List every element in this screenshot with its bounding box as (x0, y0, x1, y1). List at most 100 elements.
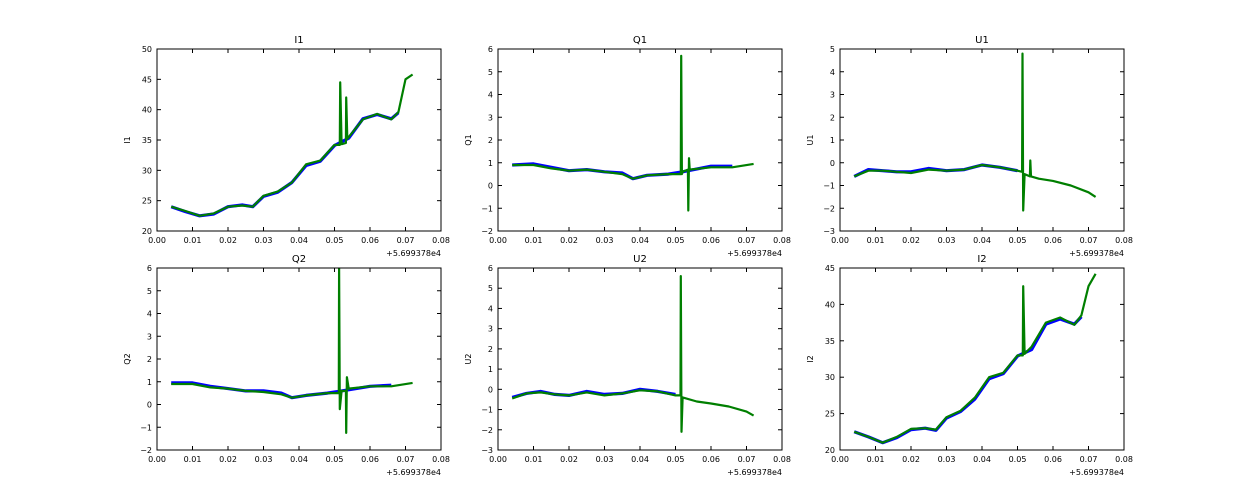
y-tick-label: 30 (142, 166, 152, 175)
x-tick-label: 0.08 (1115, 236, 1133, 245)
chart-panel-u1: 0.00 0.01 0.02 0.03 0.04 0.05 0.06 0.07 0.08 −3 −2… (806, 35, 1133, 258)
x-tick-label: 0.02 (560, 455, 578, 464)
chart-title: U2 (633, 254, 647, 265)
chart-title: Q2 (292, 254, 306, 265)
x-tick-label: 0.03 (255, 455, 273, 464)
y-axis-label: I2 (806, 355, 815, 362)
x-tick-label: 0.06 (1044, 236, 1062, 245)
x-tick-label: 0.08 (773, 455, 791, 464)
y-tick-label: −2 (140, 446, 152, 455)
x-tick-label: 0.02 (219, 236, 237, 245)
chart-panel-q1: 0.00 0.01 0.02 0.03 0.04 0.05 0.06 0.07 0.08 −2 −1… (464, 35, 791, 258)
x-tick-label: 0.03 (938, 236, 956, 245)
y-tick-label: 30 (825, 373, 835, 382)
x-tick-label: 0.02 (902, 455, 920, 464)
chart-title: I1 (294, 35, 303, 46)
x-tick-label: 0.04 (973, 455, 991, 464)
y-tick-label: 4 (147, 310, 152, 319)
x-tick-label: 0.04 (290, 236, 308, 245)
plot-area (157, 268, 441, 450)
y-tick-label: 4 (830, 68, 835, 77)
plot-area (840, 49, 1124, 231)
y-tick-label: 5 (488, 284, 493, 293)
y-tick-label: −2 (823, 204, 835, 213)
x-tick-label: 0.05 (326, 236, 344, 245)
x-tick-label: 0.01 (184, 455, 202, 464)
x-tick-label: 0.00 (831, 455, 849, 464)
y-tick-label: −1 (140, 423, 152, 432)
series-line-green (170, 73, 414, 217)
y-tick-label: 1 (488, 365, 493, 374)
x-tick-label: 0.06 (1044, 455, 1062, 464)
series-line-green (511, 275, 755, 433)
y-tick-label: 6 (147, 264, 152, 273)
x-tick-label: 0.07 (1080, 455, 1098, 464)
x-tick-label: 0.06 (702, 236, 720, 245)
chart-panel-u2: 0.00 0.01 0.02 0.03 0.04 0.05 0.06 0.07 0.08 −3 −2… (464, 254, 791, 477)
x-tick-label: 0.07 (738, 455, 756, 464)
x-tick-label: 0.05 (667, 236, 685, 245)
y-tick-label: 5 (147, 287, 152, 296)
y-tick-label: 20 (825, 446, 835, 455)
y-tick-label: −2 (481, 227, 493, 236)
x-tick-label: 0.05 (1009, 455, 1027, 464)
y-tick-label: 1 (488, 159, 493, 168)
series-line-green (171, 268, 413, 434)
x-tick-label: 0.08 (432, 455, 450, 464)
x-tick-label: 0.08 (432, 236, 450, 245)
x-tick-label: 0.06 (702, 455, 720, 464)
x-tick-label: 0.01 (525, 455, 543, 464)
x-tick-label: 0.03 (596, 455, 614, 464)
plot-area (498, 268, 782, 450)
x-offset-label: +5.699378e4 (727, 468, 782, 477)
y-tick-label: −2 (481, 426, 493, 435)
y-tick-label: 4 (488, 304, 493, 313)
y-tick-label: 3 (147, 332, 152, 341)
x-tick-label: 0.01 (525, 236, 543, 245)
series-line-green (512, 54, 754, 212)
y-tick-label: −3 (481, 446, 493, 455)
y-tick-label: 2 (488, 136, 493, 145)
y-tick-label: 5 (830, 45, 835, 54)
x-tick-label: 0.05 (1009, 236, 1027, 245)
chart-title: I2 (977, 254, 986, 265)
x-tick-label: 0.08 (1115, 455, 1133, 464)
y-tick-label: −1 (823, 182, 835, 191)
y-tick-label: 25 (825, 410, 835, 419)
x-tick-label: 0.00 (489, 455, 507, 464)
x-tick-label: 0.00 (148, 236, 166, 245)
x-tick-label: 0.03 (596, 236, 614, 245)
x-tick-label: 0.03 (938, 455, 956, 464)
x-tick-label: 0.04 (290, 455, 308, 464)
x-tick-label: 0.00 (489, 236, 507, 245)
y-tick-label: 35 (825, 337, 835, 346)
y-tick-label: 4 (488, 91, 493, 100)
chart-panel-i2: 0.00 0.01 0.02 0.03 0.04 0.05 0.06 0.07 0.08 20 25… (806, 254, 1133, 477)
y-tick-label: 3 (488, 113, 493, 122)
y-axis-label: U2 (464, 354, 473, 365)
x-tick-label: 0.04 (631, 455, 649, 464)
y-tick-label: 0 (488, 182, 493, 191)
plot-area (498, 49, 782, 231)
y-tick-label: 2 (147, 355, 152, 364)
y-tick-label: 3 (488, 325, 493, 334)
x-tick-label: 0.02 (902, 236, 920, 245)
x-offset-label: +5.699378e4 (386, 468, 441, 477)
x-tick-label: 0.08 (773, 236, 791, 245)
series-line-green (853, 273, 1097, 444)
x-tick-label: 0.06 (361, 455, 379, 464)
y-axis-label: I1 (123, 136, 132, 143)
x-tick-label: 0.02 (560, 236, 578, 245)
y-tick-label: 50 (142, 45, 152, 54)
x-offset-label: +5.699378e4 (1069, 468, 1124, 477)
x-tick-label: 0.05 (326, 455, 344, 464)
x-tick-label: 0.07 (397, 455, 415, 464)
y-axis-label: Q1 (464, 134, 473, 145)
y-tick-label: 45 (825, 264, 835, 273)
x-tick-label: 0.01 (184, 236, 202, 245)
x-tick-label: 0.00 (148, 455, 166, 464)
y-tick-label: 5 (488, 68, 493, 77)
y-tick-label: 0 (488, 385, 493, 394)
chart-title: U1 (975, 35, 989, 46)
